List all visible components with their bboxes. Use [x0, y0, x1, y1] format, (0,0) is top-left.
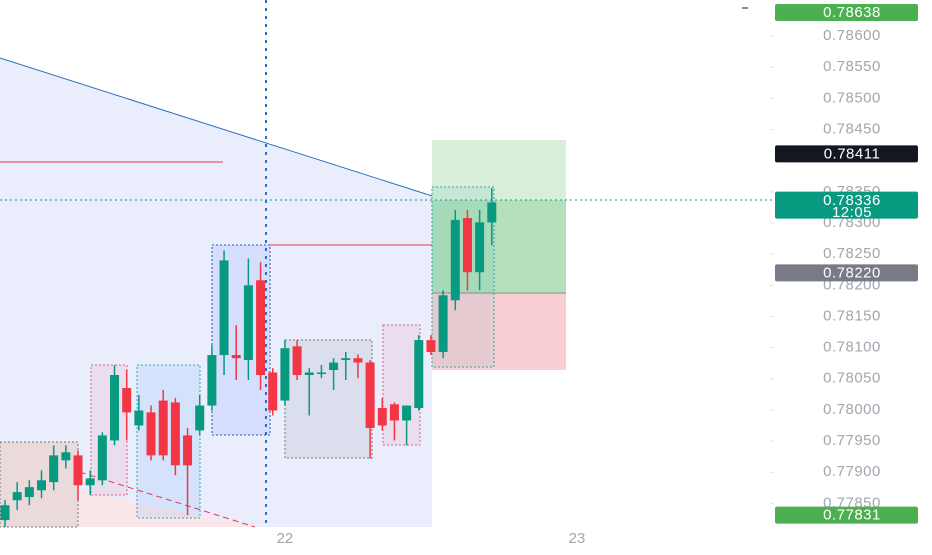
price-label: 0.78336 [823, 192, 881, 209]
candles [0, 188, 497, 527]
candle-body [0, 505, 10, 521]
stop-zone [432, 293, 566, 370]
candle-body [146, 412, 156, 456]
price-label-box [775, 506, 918, 524]
candle-body [438, 295, 448, 352]
x-tick-label: 22 [277, 530, 294, 547]
candle-body [426, 340, 436, 352]
price-label: 0.78638 [823, 4, 881, 21]
price-label-box [775, 264, 918, 282]
candle-body [110, 375, 120, 441]
trend-line [0, 57, 433, 197]
y-tick-label: 0.77900 [823, 463, 881, 480]
y-tick-label: 0.78050 [823, 370, 881, 387]
candle-body [219, 260, 229, 356]
candle-body [37, 480, 47, 491]
candle-body [122, 388, 132, 413]
y-tick-label: 0.77950 [823, 432, 881, 449]
candle-body [402, 405, 412, 421]
candle-body [329, 362, 339, 371]
candle-body [73, 455, 83, 486]
price-label-box [775, 191, 918, 219]
candle-body [353, 358, 363, 363]
candle-body [377, 408, 387, 426]
dashed-line [79, 471, 256, 528]
candle-body [158, 400, 168, 456]
x-tick-label: 23 [569, 530, 586, 547]
candle-body [24, 487, 34, 498]
candle-body [389, 404, 399, 421]
range-box [90, 364, 128, 496]
y-tick-label: 0.78150 [823, 307, 881, 324]
candle-body [12, 492, 22, 501]
y-tick-label: 0.78600 [823, 27, 881, 44]
shaded-channel [0, 58, 432, 527]
candle-body [304, 372, 314, 376]
candle-body [462, 218, 472, 273]
candle-body [268, 372, 278, 411]
y-tick-label: 0.78100 [823, 339, 881, 356]
candle-body [243, 285, 253, 361]
candle-body [195, 405, 205, 431]
candle-body [341, 358, 351, 361]
candle-body [365, 362, 375, 428]
candle-body [475, 222, 485, 273]
candle-body [414, 340, 424, 409]
candle-body [170, 402, 180, 466]
candle-body [292, 346, 302, 376]
price-label: 0.78411 [824, 145, 881, 162]
range-box [382, 324, 421, 446]
candle-body [97, 435, 107, 481]
y-tick-label: 0.78450 [823, 121, 881, 138]
countdown: 12:05 [832, 204, 872, 221]
candle-body [49, 455, 59, 483]
price-label: 0.78220 [823, 264, 881, 281]
target-zone [432, 140, 566, 200]
y-tick-label: 0.78550 [823, 58, 881, 75]
candle-body [280, 348, 290, 401]
candle-body [487, 202, 497, 223]
price-label: 0.77831 [823, 507, 881, 524]
candle-body [316, 372, 326, 375]
candle-body [85, 478, 95, 486]
y-tick-label: 0.78000 [823, 401, 881, 418]
candle-body [450, 219, 460, 301]
candle-body [207, 355, 217, 406]
price-label-box [775, 3, 918, 21]
price-label-box [775, 145, 918, 163]
candle-body [134, 410, 144, 426]
candle-body [183, 435, 193, 466]
y-tick-label: 0.78500 [823, 89, 881, 106]
candle-body [231, 355, 241, 359]
candle-body [256, 280, 266, 376]
candle-body [61, 452, 71, 461]
y-tick-label: 0.78250 [823, 245, 881, 262]
shaded-zone [0, 442, 255, 527]
